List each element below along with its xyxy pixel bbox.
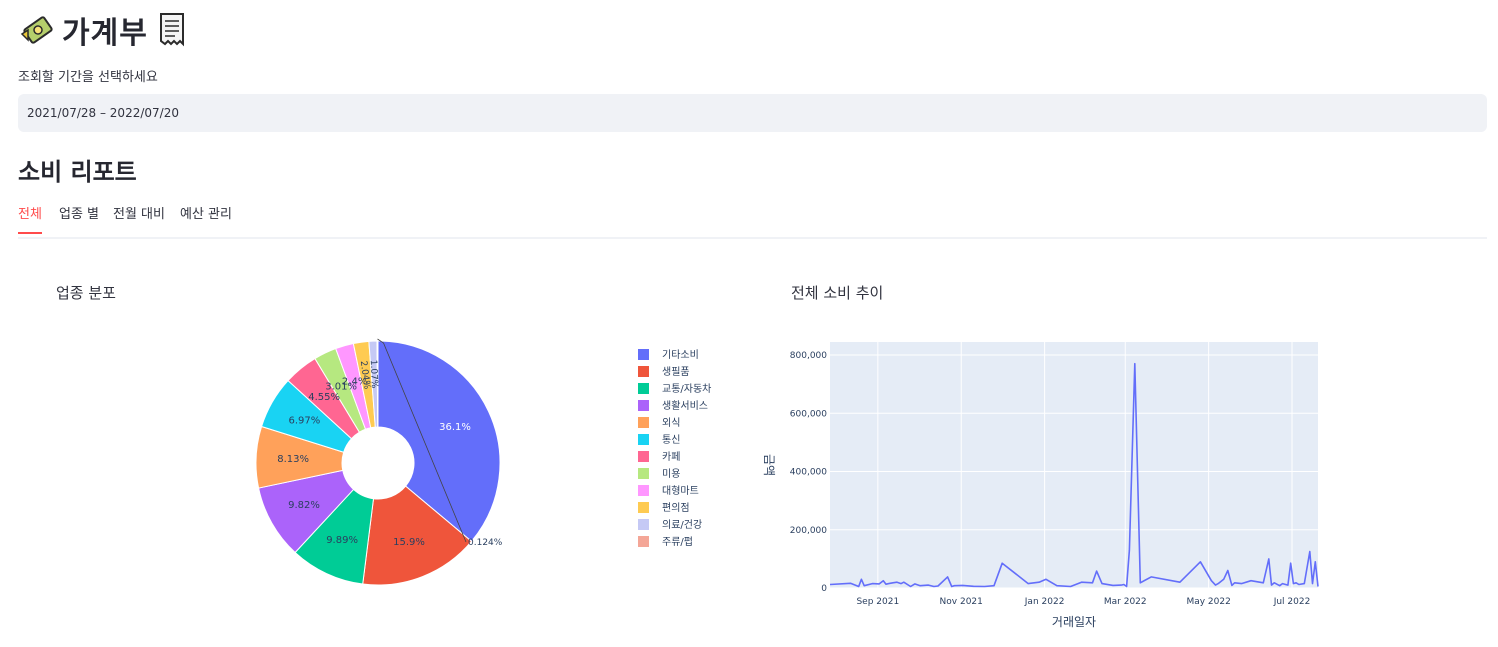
legend-swatch xyxy=(638,519,649,530)
date-range-label: 조회할 기간을 선택하세요 xyxy=(18,70,158,85)
line-chart-title: 전체 소비 추이 xyxy=(791,284,884,302)
legend-swatch xyxy=(638,502,649,513)
y-tick-label: 200,000 xyxy=(790,526,827,536)
tab-by-category[interactable]: 업종 별 xyxy=(59,207,100,222)
legend-item[interactable]: 외식 xyxy=(662,417,680,429)
legend-item[interactable]: 생활서비스 xyxy=(662,399,708,412)
pie-slice-label: 0.124% xyxy=(468,538,503,548)
pie-slice xyxy=(377,340,501,543)
legend-swatch xyxy=(638,400,649,411)
spending-trend-line-chart: 0 200,000 400,000 600,000 800,000 Sep 2021 Nov… xyxy=(762,342,1319,629)
report-tabs: 전체 업종 별 전월 대비 예산 관리 xyxy=(18,203,1487,239)
legend-item[interactable]: 생필품 xyxy=(662,366,690,378)
y-tick-label: 0 xyxy=(821,584,827,594)
x-tick-label: Nov 2021 xyxy=(940,597,983,607)
app-title: 가계부 xyxy=(18,8,192,52)
legend-swatch xyxy=(638,349,649,360)
x-tick-label: May 2022 xyxy=(1186,597,1230,607)
pie-slice-label: 9.82% xyxy=(288,500,320,511)
legend-item[interactable]: 편의점 xyxy=(662,502,690,514)
pie-slice-label: 1.07% xyxy=(368,360,379,389)
y-tick-label: 600,000 xyxy=(790,409,827,419)
tab-budget[interactable]: 예산 관리 xyxy=(180,207,232,222)
x-tick-label: Mar 2022 xyxy=(1104,597,1147,607)
date-range-input[interactable]: 2021/07/28 – 2022/07/20 xyxy=(18,94,1487,132)
legend-item[interactable]: 주류/펍 xyxy=(662,536,693,548)
legend-item[interactable]: 통신 xyxy=(662,434,680,446)
category-pie-chart: 36.1% 15.9% 9.89% 9.82% 8.13% 6.97% 4.55%3.01%… xyxy=(255,338,711,586)
legend-swatch xyxy=(638,485,649,496)
legend-item[interactable]: 미용 xyxy=(662,468,680,480)
pie-slice-label: 4.55% xyxy=(308,392,340,403)
pie-slice-label: 8.13% xyxy=(277,454,309,465)
legend-swatch xyxy=(638,536,649,547)
legend-swatch xyxy=(638,366,649,377)
plot-area xyxy=(830,342,1318,588)
pie-chart-title: 업종 분포 xyxy=(56,284,116,302)
x-tick-label: Jan 2022 xyxy=(1024,597,1065,607)
legend-swatch xyxy=(638,434,649,445)
y-tick-label: 800,000 xyxy=(790,351,827,361)
x-tick-label: Sep 2021 xyxy=(856,597,899,607)
pie-slice-label: 2.04% xyxy=(358,360,372,390)
legend-item[interactable]: 의료/건강 xyxy=(662,519,702,531)
app-title-text: 가계부 xyxy=(62,16,148,51)
legend-swatch xyxy=(638,468,649,479)
tab-all[interactable]: 전체 xyxy=(18,203,42,234)
date-range-value: 2021/07/28 – 2022/07/20 xyxy=(27,106,179,120)
pie-slice xyxy=(362,485,473,586)
report-title: 소비 리포트 xyxy=(18,158,137,186)
receipt-icon xyxy=(159,13,184,47)
pie-slice-label: 15.9% xyxy=(393,537,425,548)
x-axis-title: 거래일자 xyxy=(1052,615,1096,629)
y-axis-title: 금액 xyxy=(762,454,776,476)
x-tick-label: Jul 2022 xyxy=(1273,597,1311,607)
pie-slice xyxy=(376,340,379,428)
legend-item[interactable]: 카페 xyxy=(662,451,680,463)
pie-slice-label: 9.89% xyxy=(326,535,358,546)
tab-month-over-month[interactable]: 전월 대비 xyxy=(113,207,165,222)
pie-leader-line xyxy=(377,338,467,543)
pie-slice-label: 2.4% xyxy=(342,376,367,387)
y-tick-label: 400,000 xyxy=(790,468,827,478)
legend-item[interactable]: 기타소비 xyxy=(662,349,699,361)
money-with-wings-icon xyxy=(20,16,53,44)
pie-slice-label: 6.97% xyxy=(288,416,320,427)
pie-slice-label: 36.1% xyxy=(439,422,471,433)
legend-item[interactable]: 교통/자동차 xyxy=(662,383,711,395)
legend-swatch xyxy=(638,451,649,462)
legend-item[interactable]: 대형마트 xyxy=(662,485,699,497)
legend-swatch xyxy=(638,383,649,394)
pie-slice-label: 3.01% xyxy=(325,381,357,392)
spending-series-line xyxy=(829,362,1319,588)
legend-swatch xyxy=(638,417,649,428)
